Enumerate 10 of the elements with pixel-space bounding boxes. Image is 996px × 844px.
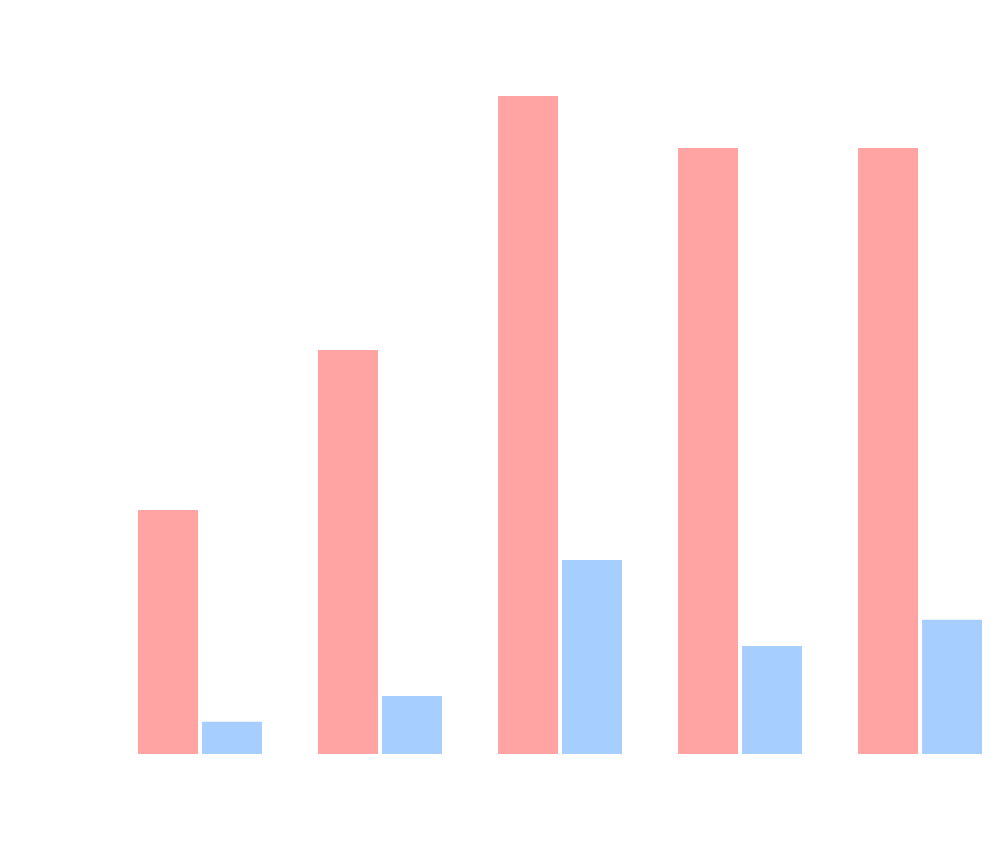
bar bbox=[318, 349, 379, 754]
bar bbox=[202, 721, 263, 754]
bar bbox=[922, 619, 983, 754]
bar bbox=[562, 559, 623, 754]
bar bbox=[858, 147, 919, 754]
bar bbox=[498, 95, 559, 754]
bar bbox=[138, 509, 199, 754]
bar bbox=[382, 696, 443, 754]
bar bbox=[678, 147, 739, 754]
bar bbox=[742, 646, 803, 754]
